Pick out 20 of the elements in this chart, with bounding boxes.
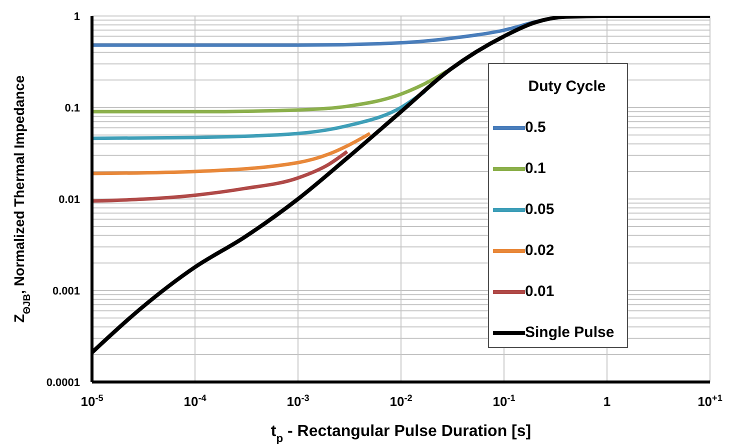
legend-label: 0.5 <box>525 119 546 136</box>
y-tick-label: 0.01 <box>58 194 80 206</box>
y-tick-label: 0.0001 <box>46 377 80 389</box>
y-tick-label: 0.001 <box>52 286 80 298</box>
legend-label: 0.02 <box>525 242 554 259</box>
legend-label: Single Pulse <box>525 324 614 341</box>
legend-title: Duty Cycle <box>528 78 606 95</box>
x-tick-label: 10$^{-1}$ <box>492 393 516 409</box>
x-tick-label: 10$^{-2}$ <box>390 393 412 409</box>
x-tick-label: 10$^{-3}$ <box>286 393 310 409</box>
x-tick-label: 10$^{-5}$ <box>80 393 104 409</box>
y-tick-label: 1 <box>74 11 80 23</box>
x-tick-label: 10$^{+1}$ <box>698 393 722 409</box>
x-tick-label: 10$^{-4}$ <box>184 393 208 409</box>
x-axis-title: t$_{p}$ - Rectangular Pulse Duration [s] <box>270 423 532 445</box>
y-tick-label: 0.1 <box>64 102 80 114</box>
legend-label: 0.01 <box>525 283 554 300</box>
legend-label: 0.05 <box>525 201 554 218</box>
x-tick-label: 1 <box>603 394 611 409</box>
legend-label: 0.1 <box>525 160 546 177</box>
